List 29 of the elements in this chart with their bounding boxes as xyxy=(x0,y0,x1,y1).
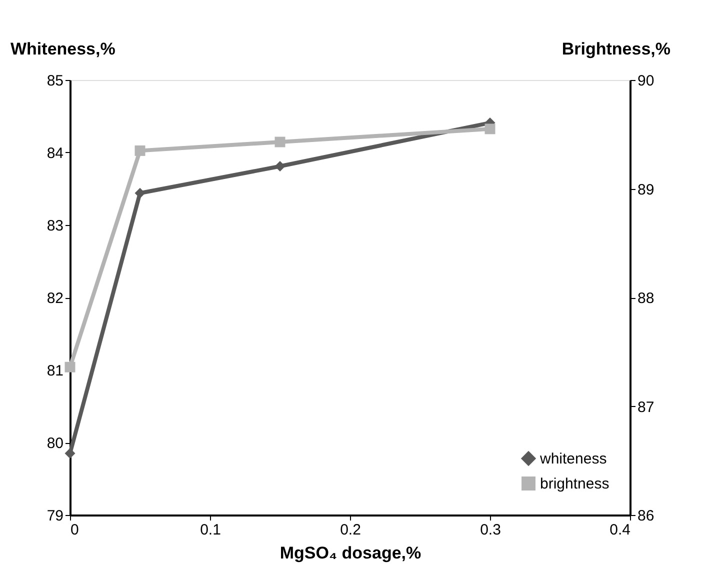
x-axis-title: MgSO₄ dosage,% xyxy=(280,544,422,562)
y2-tick-label: 87 xyxy=(638,398,654,416)
y-tick-label: 81 xyxy=(46,362,64,380)
x-tick-label: 0.4 xyxy=(610,522,630,538)
y2-tick-label: 86 xyxy=(638,508,654,524)
y2-tick-label: 90 xyxy=(638,72,654,90)
y-tick-label: 85 xyxy=(46,72,64,90)
point xyxy=(484,124,496,134)
legend-label: brightness xyxy=(540,476,610,492)
y-tick-label: 82 xyxy=(46,290,64,307)
y2-axis-title: Brightness,% xyxy=(562,40,670,58)
y-tick-label: 80 xyxy=(46,435,64,452)
y-tick-label: 79 xyxy=(46,508,64,524)
y2-tick-label: 88 xyxy=(638,290,654,307)
y-tick-label: 83 xyxy=(46,218,64,234)
point xyxy=(274,161,286,172)
point xyxy=(64,448,76,459)
y-axis-title: Whiteness,% xyxy=(10,40,116,58)
x-tick-label: 0.2 xyxy=(340,522,361,538)
point xyxy=(134,145,146,156)
y2-tick-label: 89 xyxy=(638,181,654,198)
x-tick-label: 0.3 xyxy=(480,522,501,538)
x-tick-label: 0.1 xyxy=(200,522,221,538)
y-tick-label: 84 xyxy=(46,145,64,162)
point xyxy=(64,362,76,372)
point xyxy=(274,136,286,148)
legend-label: whiteness xyxy=(539,450,607,468)
point xyxy=(134,188,146,198)
x-tick-label: 0 xyxy=(70,522,79,538)
